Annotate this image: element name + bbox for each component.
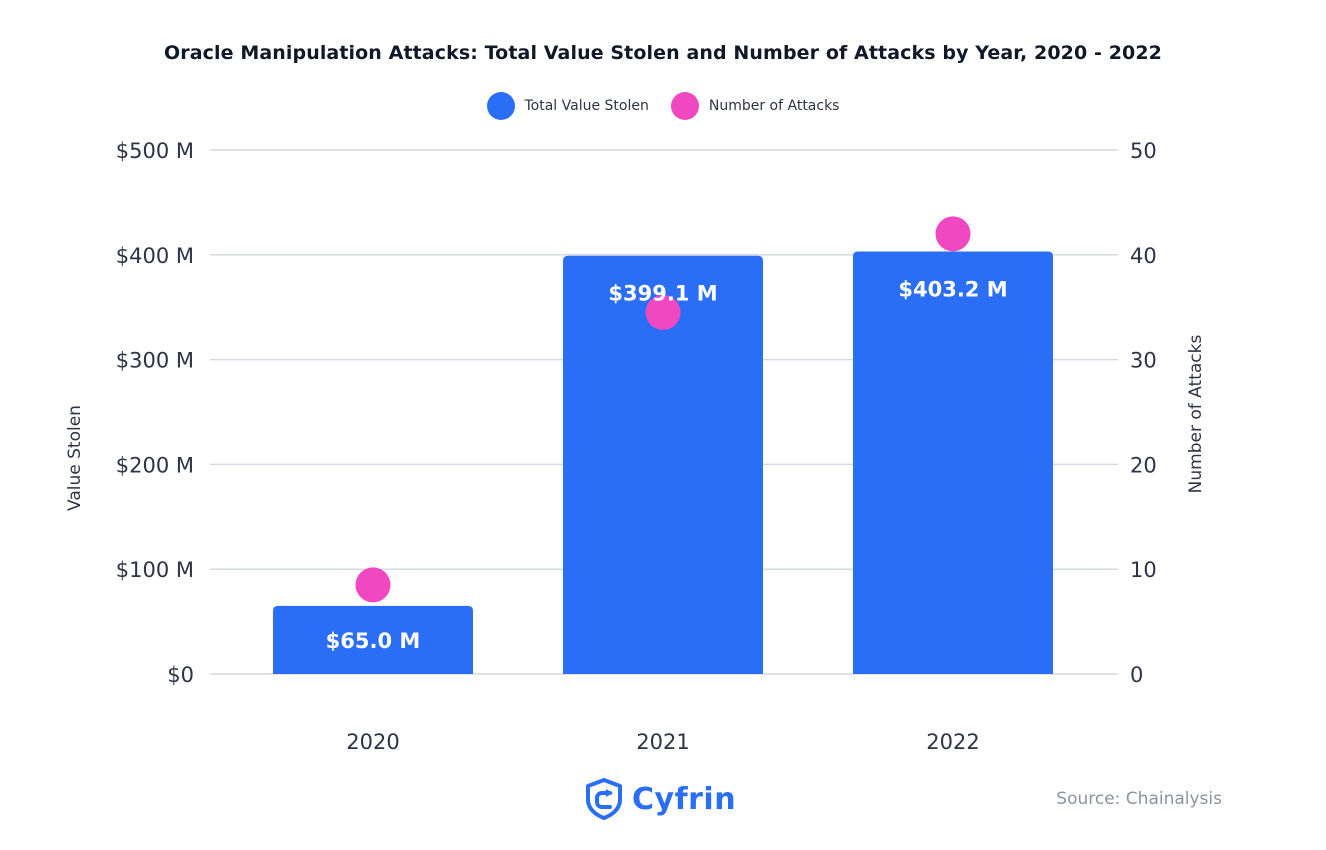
- attack-dot-2021: [645, 294, 681, 330]
- bar-value-label: $399.1 M: [608, 282, 717, 306]
- y-tick-label: $400 M: [116, 244, 194, 268]
- y2-tick-label: 50: [1130, 139, 1157, 163]
- attack-dot-2020: [355, 567, 391, 603]
- y2-tick-label: 30: [1130, 349, 1157, 373]
- attack-dots: [355, 216, 971, 603]
- cyfrin-shield-icon: [586, 778, 622, 820]
- y-tick-label: $300 M: [116, 349, 194, 373]
- bar-2022: [853, 251, 1053, 674]
- legend-label-number-of-attacks: Number of Attacks: [708, 98, 840, 114]
- y-tick-label: $500 M: [116, 139, 194, 163]
- x-tick-label: 2020: [346, 730, 399, 754]
- y-axis-title: Value Stolen: [65, 405, 85, 511]
- legend-item-number-of-attacks[interactable]: Number of Attacks: [670, 92, 840, 120]
- bar-value-label: $403.2 M: [898, 277, 1007, 301]
- y2-tick-label: 20: [1130, 453, 1157, 477]
- bar-2020: [273, 605, 473, 674]
- bar-value-label: $65.0 M: [326, 629, 421, 653]
- legend-item-value-stolen[interactable]: Total Value Stolen: [486, 92, 649, 120]
- chart-title: Oracle Manipulation Attacks: Total Value…: [164, 42, 1162, 64]
- legend-label-value-stolen: Total Value Stolen: [524, 98, 649, 114]
- x-tick-label: 2022: [926, 730, 979, 754]
- y2-tick-label: 0: [1130, 663, 1143, 687]
- logo-text: Cyfrin: [632, 781, 737, 817]
- y2-tick-label: 40: [1130, 244, 1157, 268]
- y2-tick-label: 10: [1130, 558, 1157, 582]
- y2-axis-title: Number of Attacks: [1186, 335, 1206, 494]
- legend: Total Value Stolen Number of Attacks: [0, 92, 1326, 120]
- legend-swatch-number-of-attacks: [670, 92, 699, 120]
- cyfrin-logo: Cyfrin: [584, 778, 736, 820]
- source-note: Source: Chainalysis: [1056, 789, 1222, 809]
- legend-swatch-value-stolen: [486, 92, 515, 120]
- y-tick-label: $200 M: [116, 453, 194, 477]
- bar-2021: [563, 255, 763, 674]
- y-tick-label: $0: [167, 663, 194, 687]
- bars: [273, 251, 1053, 674]
- labels: $0 0 $100 M 10 $200 M 20 $300 M 30 $400 M 40 $500 …: [65, 139, 1206, 754]
- attack-dot-2022: [935, 216, 971, 252]
- x-tick-label: 2021: [636, 730, 689, 754]
- y-tick-label: $100 M: [116, 558, 194, 582]
